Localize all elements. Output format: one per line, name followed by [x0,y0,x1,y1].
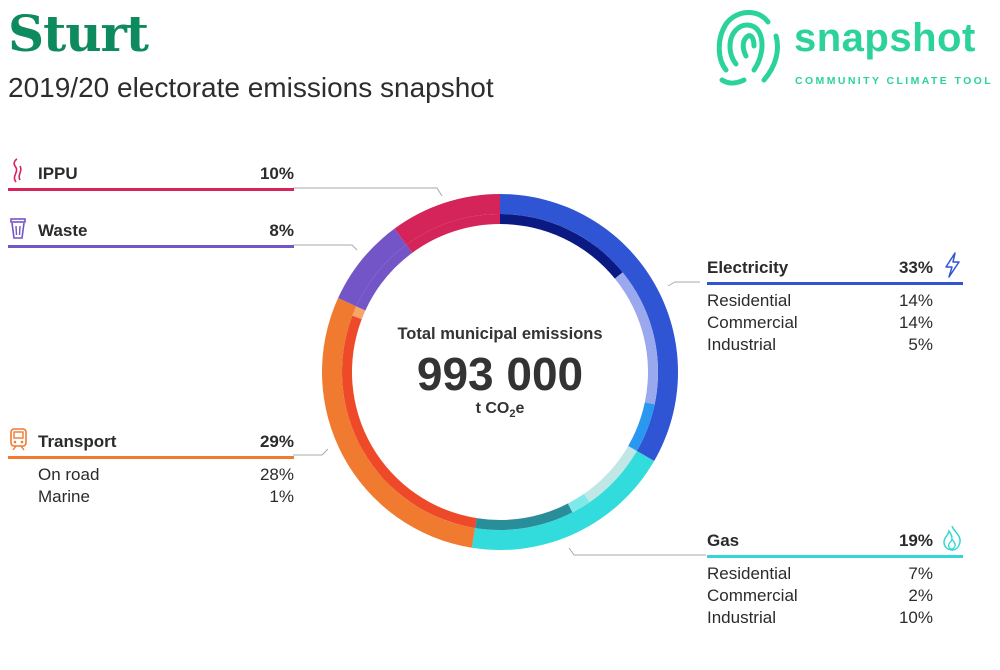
sector-header-waste: Waste 8% [8,218,294,248]
sector-electricity: Electricity 33% Residential 14% Commerci… [707,252,963,357]
sector-pct-transport: 29% [259,432,294,451]
sector-gas: Gas 19% Residential 7% Commercial 2% Ind… [707,525,963,630]
donut-subslice-gas-industrial [475,503,573,530]
sub-label: Residential [707,564,792,583]
fingerprint-logo-icon [716,10,780,86]
list-item: Residential 7% [707,564,963,586]
train-icon [10,428,27,451]
list-item: Commercial 2% [707,586,963,608]
sub-pct: 14% [898,313,933,332]
sector-pct-ippu: 10% [259,164,294,183]
donut-slice-ippu [394,194,500,245]
sub-pct: 10% [898,608,933,627]
sector-pct-waste: 8% [269,221,294,240]
sector-header-transport: Transport 29% [8,428,294,459]
lightning-icon [945,252,960,278]
donut-slice-waste [338,228,407,307]
sector-name-ippu: IPPU [38,164,78,183]
sub-label: Residential [707,291,792,310]
leader-line-waste [293,244,358,251]
trash-bin-icon [10,218,26,239]
donut-subslice-electricity-commercial [614,272,659,405]
sub-pct: 2% [908,586,933,605]
logo-wordmark: snapshot [794,16,976,60]
page-subtitle: 2019/20 electorate emissions snapshot [8,72,494,103]
total-emissions-value: 993 000 [416,348,584,400]
donut-inner-waste [356,244,413,311]
donut-subslice-gas-commercial [567,493,590,513]
donut-slice-transport [322,298,476,548]
page-title: Sturt [8,4,149,63]
donut-inner-ippu [406,214,500,253]
list-item: Industrial 10% [707,608,963,630]
snapshot-logo: snapshot COMMUNITY CLIMATE TOOL [714,0,1000,90]
sub-pct: 1% [269,487,294,506]
leader-line-electricity [667,281,700,287]
sector-header-gas: Gas 19% [707,525,963,558]
sub-label: Industrial [707,335,776,354]
sector-header-ippu: IPPU 10% [8,158,294,191]
center-label: Total municipal emissions [397,325,603,343]
sector-name-gas: Gas [707,531,740,550]
list-item: Industrial 5% [707,335,963,357]
sub-pct: 5% [908,335,933,354]
sub-label: Industrial [707,608,776,627]
logo-tagline: COMMUNITY CLIMATE TOOL [795,75,994,87]
sub-label: Marine [38,487,90,506]
list-item: Residential 14% [707,291,963,313]
sector-pct-gas: 19% [898,531,933,550]
sector-name-waste: Waste [38,221,88,240]
transport-breakdown: On road 28% Marine 1% [8,465,294,509]
sector-header-electricity: Electricity 33% [707,252,963,285]
flame-icon [943,525,961,551]
sub-pct: 7% [908,564,933,583]
leader-line-ippu [293,187,443,197]
list-item: On road 28% [8,465,294,487]
sector-waste: Waste 8% [8,218,294,248]
donut-center: Total municipal emissions 993 000 t CO2e [380,325,620,420]
leader-line-gas [568,547,706,556]
sub-label: Commercial [707,586,798,605]
donut-subslice-electricity-industrial [628,402,655,451]
sub-label: Commercial [707,313,798,332]
donut-subslice-electricity-residential [500,214,623,279]
sub-label: On road [38,465,100,484]
sector-transport: Transport 29% On road 28% Marine 1% [8,428,294,509]
sector-name-transport: Transport [38,432,117,451]
list-item: Commercial 14% [707,313,963,335]
list-item: Marine 1% [8,487,294,509]
sector-pct-electricity: 33% [898,258,933,277]
leader-line-transport [293,448,329,456]
donut-subslice-transport-marine [352,306,366,320]
gas-breakdown: Residential 7% Commercial 2% Industrial … [707,564,963,630]
sub-pct: 28% [259,465,294,484]
donut-subslice-gas-residential [583,446,637,503]
smoke-icon [13,158,22,183]
unit-suffix: e [515,400,525,417]
unit-prefix: t CO [475,400,510,417]
unit-subscript: 2 [509,408,516,421]
electricity-breakdown: Residential 14% Commercial 14% Industria… [707,291,963,357]
sector-name-electricity: Electricity [707,258,789,277]
sector-ippu: IPPU 10% [8,158,294,191]
donut-slice-gas [471,451,655,550]
donut-subslice-transport-on-road [341,315,477,529]
emissions-unit: t CO2e [380,400,620,420]
donut-slice-electricity [500,194,679,461]
sub-pct: 14% [898,291,933,310]
